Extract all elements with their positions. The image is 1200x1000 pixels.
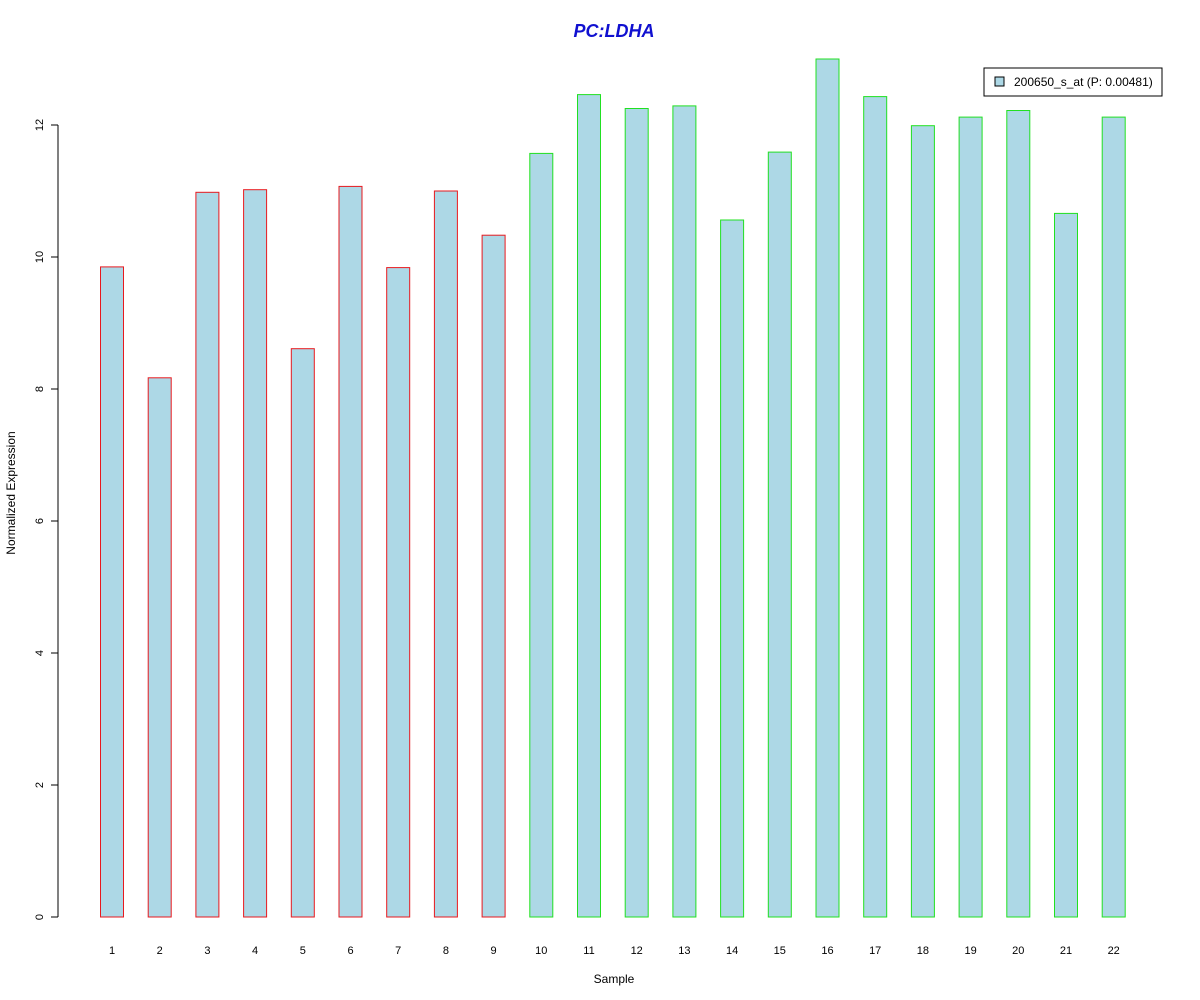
- x-tick-label: 17: [869, 945, 881, 957]
- y-tick-label: 4: [34, 650, 46, 656]
- x-tick-label: 14: [726, 945, 738, 957]
- bar-sample-11: [577, 94, 601, 918]
- bar-sample-9: [481, 234, 506, 918]
- x-tick-label: 5: [300, 945, 306, 957]
- x-tick-label: 16: [821, 945, 833, 957]
- x-tick-label: 2: [157, 945, 163, 957]
- x-tick-label: 11: [583, 945, 594, 957]
- y-axis-title: Normalized Expression: [4, 431, 18, 554]
- x-tick-label: 12: [631, 945, 643, 957]
- x-tick-labels: 1 2 3 4 5 6 7 8 9 10 11 12 13 14 15 16 17 18 19 20 21 22: [109, 945, 1120, 957]
- legend-box: [983, 67, 1163, 97]
- bar-sample-6: [338, 185, 363, 918]
- bar-sample-21: [1054, 212, 1078, 918]
- bar-sample-12: [624, 108, 649, 918]
- y-tick-label: 12: [34, 119, 46, 131]
- y-tick-label: 10: [34, 251, 46, 263]
- y-axis: 0 2 4 6 8 10 12: [34, 119, 59, 920]
- y-tick-label: 6: [34, 518, 46, 524]
- bar-sample-20: [1006, 110, 1031, 918]
- y-tick-label: 0: [34, 914, 46, 920]
- x-tick-label: 1: [109, 945, 115, 957]
- x-tick-label: 7: [395, 945, 401, 957]
- x-tick-label: 13: [678, 945, 690, 957]
- bar-sample-10: [529, 152, 554, 918]
- x-tick-label: 21: [1060, 945, 1072, 957]
- bar-sample-7: [386, 267, 411, 918]
- bar-sample-18: [910, 125, 935, 918]
- bar-sample-22: [1101, 116, 1126, 918]
- bar-sample-16: [815, 58, 840, 918]
- x-tick-label: 8: [443, 945, 449, 957]
- x-axis-title: Sample: [594, 972, 635, 986]
- x-tick-label: 3: [204, 945, 210, 957]
- bar-sample-13: [672, 105, 697, 918]
- x-tick-label: 19: [964, 945, 976, 957]
- x-tick-label: 15: [774, 945, 786, 957]
- bar-sample-5: [290, 348, 315, 918]
- y-tick-label: 8: [34, 386, 46, 392]
- legend-swatch: [994, 76, 1005, 87]
- x-tick-label: 10: [535, 945, 547, 957]
- legend-label: 200650_s_at (P: 0.00481): [1014, 75, 1153, 89]
- bar-sample-14: [720, 219, 745, 918]
- bar-sample-1: [100, 266, 124, 918]
- bar-sample-17: [863, 96, 888, 918]
- bar-sample-2: [147, 377, 172, 918]
- x-tick-label: 22: [1108, 945, 1120, 957]
- x-tick-label: 20: [1012, 945, 1024, 957]
- bars-group: [100, 58, 1126, 918]
- chart-title: PC:LDHA: [574, 21, 655, 41]
- x-tick-label: 18: [917, 945, 929, 957]
- legend: 200650_s_at (P: 0.00481): [983, 67, 1163, 97]
- bar-sample-15: [767, 151, 792, 918]
- x-tick-label: 6: [347, 945, 353, 957]
- y-tick-label: 2: [34, 782, 46, 788]
- bar-sample-8: [433, 190, 458, 918]
- x-tick-label: 4: [252, 945, 258, 957]
- bar-sample-19: [958, 116, 983, 918]
- bar-sample-3: [195, 191, 220, 918]
- bar-sample-4: [243, 189, 268, 918]
- x-tick-label: 9: [491, 945, 497, 957]
